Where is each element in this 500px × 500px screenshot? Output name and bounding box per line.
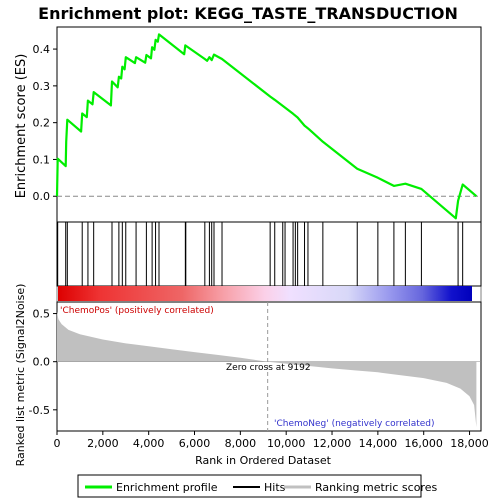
es-y-tick-label: 0.4: [33, 43, 51, 56]
x-tick-label: 6,000: [179, 437, 211, 450]
enrichment-profile-layer: [57, 34, 476, 218]
es-y-axis: 0.0 0.1 0.2 0.3 0.4: [33, 43, 58, 203]
hits-panel-frame: [57, 222, 481, 286]
es-y-tick-label: 0.1: [33, 153, 51, 166]
legend-hits-label: Hits: [264, 481, 286, 494]
pos-correlated-label: 'ChemoPos' (positively correlated): [60, 306, 214, 316]
x-tick-label: 18,000: [450, 437, 489, 450]
x-tick-label: 4,000: [133, 437, 165, 450]
metric-y-tick-label: 0.5: [33, 308, 51, 321]
chart-title: Enrichment plot: KEGG_TASTE_TRANSDUCTION: [38, 4, 458, 23]
zero-cross-label: Zero cross at 9192: [226, 363, 311, 373]
legend-enrichment-label: Enrichment profile: [116, 481, 218, 494]
x-tick-label: 12,000: [313, 437, 352, 450]
metric-y-axis: -0.5 0.0 0.5: [29, 308, 57, 417]
neg-correlated-label: 'ChemoNeg' (negatively correlated): [274, 419, 435, 429]
es-y-tick-label: 0.3: [33, 80, 51, 93]
legend: Enrichment profile Hits Ranking metric s…: [78, 475, 437, 497]
x-axis-label: Rank in Ordered Dataset: [195, 454, 332, 467]
x-tick-label: 10,000: [267, 437, 306, 450]
enrichment-profile-line: [57, 34, 476, 218]
x-tick-label: 0: [54, 437, 61, 450]
legend-metric-label: Ranking metric scores: [315, 481, 437, 494]
es-y-tick-label: 0.0: [33, 190, 51, 203]
es-panel-frame: [57, 27, 481, 222]
x-tick-label: 16,000: [404, 437, 443, 450]
metric-y-label: Ranked list metric (Signal2Noise): [14, 284, 27, 467]
rank-x-axis: 0 2,000 4,000 6,000 8,000 10,000 12,000 14,000 1…: [54, 431, 489, 450]
metric-y-tick-label: -0.5: [29, 404, 50, 417]
es-y-tick-label: 0.2: [33, 117, 51, 130]
x-tick-label: 8,000: [225, 437, 257, 450]
es-y-label: Enrichment score (ES): [14, 54, 29, 199]
x-tick-label: 14,000: [359, 437, 398, 450]
x-tick-label: 2,000: [87, 437, 119, 450]
hits-ticks: [58, 222, 463, 286]
metric-y-tick-label: 0.0: [33, 356, 51, 369]
rank-colorbar: [58, 286, 472, 301]
